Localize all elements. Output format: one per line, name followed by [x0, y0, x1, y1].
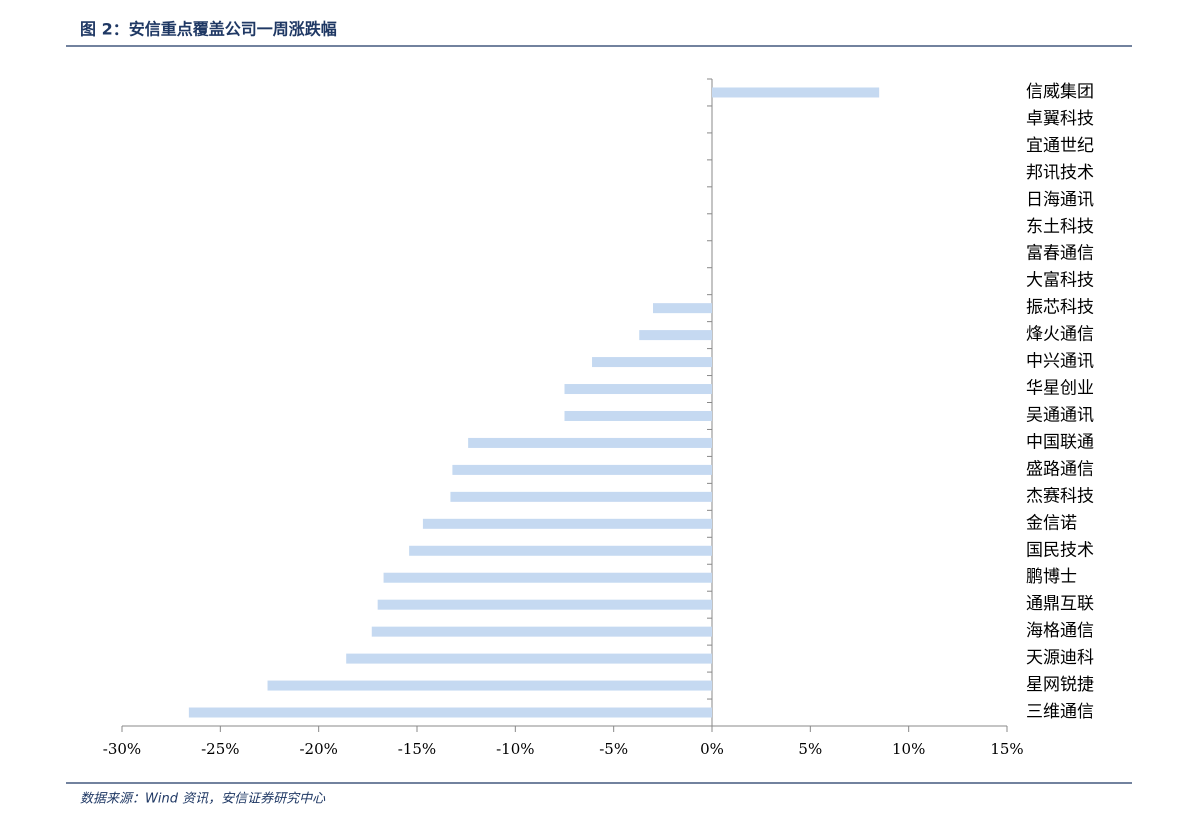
x-tick-label: -30%: [103, 740, 141, 758]
x-tick-label: -5%: [599, 740, 628, 758]
bar: [383, 572, 712, 583]
bar: [267, 680, 712, 691]
category-label: 中国联通: [1026, 432, 1094, 452]
bar: [450, 491, 712, 502]
bar: [468, 437, 712, 448]
x-tick-label: 5%: [798, 740, 822, 758]
source-note: 数据来源：Wind 资讯，安信证券研究中心: [80, 791, 326, 807]
x-tick-label: -20%: [299, 740, 337, 758]
bar: [377, 599, 712, 610]
category-label: 宜通世纪: [1026, 136, 1094, 156]
bar: [452, 464, 712, 475]
category-label: 卓翼科技: [1026, 109, 1094, 129]
x-tick-label: 10%: [892, 740, 925, 758]
category-label: 国民技术: [1026, 540, 1094, 560]
category-label: 烽火通信: [1026, 325, 1094, 345]
category-label: 邦讯技术: [1026, 163, 1094, 183]
x-tick-label: 0%: [700, 740, 724, 758]
category-label: 金信诺: [1026, 513, 1077, 533]
bar: [639, 330, 712, 341]
bar: [564, 384, 712, 395]
category-label: 中兴通讯: [1026, 352, 1094, 372]
category-label: 盛路通信: [1026, 459, 1094, 479]
x-tick-label: 15%: [990, 740, 1023, 758]
bar: [422, 518, 712, 529]
category-label: 日海通讯: [1026, 190, 1094, 210]
category-label: 通鼎互联: [1026, 594, 1094, 614]
category-label: 星网锐捷: [1026, 675, 1094, 695]
category-label: 鹏博士: [1026, 567, 1077, 587]
category-label: 三维通信: [1026, 702, 1094, 722]
category-label: 富春通信: [1026, 244, 1094, 264]
bar: [564, 410, 712, 421]
x-tick-label: -15%: [398, 740, 436, 758]
bar: [712, 87, 880, 98]
category-label: 天源迪科: [1026, 648, 1094, 668]
bar: [371, 626, 712, 637]
x-tick-label: -25%: [201, 740, 239, 758]
bar: [188, 707, 712, 718]
bar: [409, 545, 712, 556]
x-tick-label: -10%: [496, 740, 534, 758]
category-label: 吴通通讯: [1026, 405, 1094, 425]
category-label: 杰赛科技: [1026, 485, 1094, 506]
category-label: 振芯科技: [1026, 298, 1094, 318]
category-label: 华星创业: [1026, 379, 1094, 399]
bar: [653, 303, 712, 314]
category-label: 信威集团: [1026, 82, 1094, 102]
bar: [592, 357, 712, 368]
category-label: 东土科技: [1026, 217, 1094, 237]
category-label: 海格通信: [1026, 621, 1094, 641]
bar: [346, 653, 712, 664]
chart-title: 图 2：安信重点覆盖公司一周涨跌幅: [80, 20, 337, 39]
category-label: 大富科技: [1026, 271, 1094, 291]
